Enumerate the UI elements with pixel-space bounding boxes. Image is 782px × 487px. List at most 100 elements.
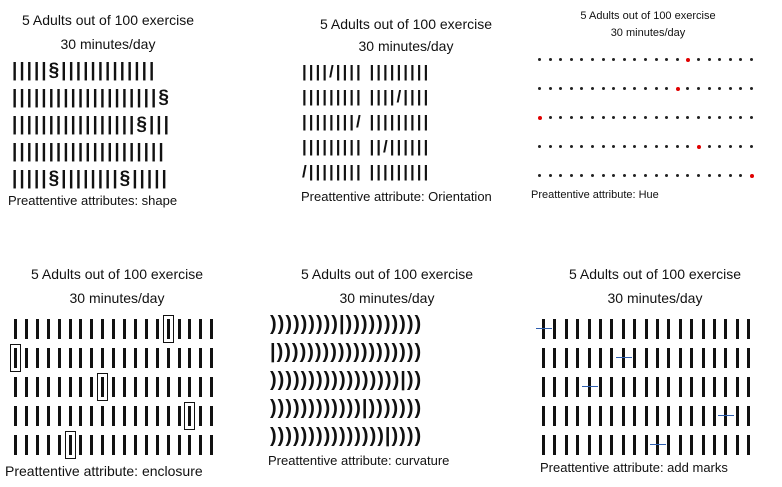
- grid-row: ||||||||| ||/||||||: [302, 137, 431, 156]
- bar: [68, 377, 72, 397]
- bar: [155, 406, 159, 426]
- bar: [701, 406, 705, 426]
- bar: [155, 435, 159, 455]
- bar: [587, 377, 591, 397]
- dot: [675, 145, 679, 148]
- dot: [665, 58, 669, 61]
- bar: [112, 377, 116, 397]
- dot: [675, 174, 679, 177]
- bar: [735, 348, 739, 368]
- dot: [718, 174, 722, 177]
- dot: [644, 87, 647, 90]
- bar: [542, 406, 545, 426]
- bar: [133, 348, 137, 368]
- bar: [656, 348, 659, 368]
- bar: [210, 348, 214, 368]
- grid-row: |||||||||||||||||||||: [12, 141, 166, 162]
- bar: [701, 319, 705, 339]
- dot: [644, 174, 647, 177]
- bar: [35, 406, 39, 426]
- bar: [724, 377, 728, 397]
- bar: [177, 377, 181, 397]
- dot: [591, 58, 594, 61]
- dot: [633, 58, 637, 61]
- bar: [112, 435, 116, 455]
- panel-title-line1: 5 Adults out of 100 exercise: [580, 10, 716, 22]
- enclosed-bar: [97, 373, 109, 401]
- bar: [553, 435, 557, 455]
- bar: [621, 319, 625, 339]
- dot: [580, 174, 584, 177]
- added-mark: [718, 415, 735, 416]
- bar: [667, 348, 671, 368]
- bar: [576, 319, 580, 339]
- bar: [101, 435, 105, 455]
- bar: [90, 406, 94, 426]
- bar: [14, 377, 17, 397]
- dot: [707, 58, 711, 61]
- dot: [739, 174, 743, 177]
- bar: [24, 377, 28, 397]
- dot: [686, 87, 690, 90]
- bar: [713, 406, 716, 426]
- grid-row: |))))))))))))))))))): [270, 341, 423, 363]
- dot: [739, 58, 743, 61]
- enclosed-bar: [64, 431, 76, 459]
- grid-row: ||||||||/ |||||||||: [302, 112, 431, 131]
- enclosure-grid: [8, 315, 238, 460]
- panel-marks: 5 Adults out of 100 exercise 30 minutes/…: [530, 255, 782, 487]
- dot: [559, 116, 563, 119]
- panel-curvature: 5 Adults out of 100 exercise 30 minutes/…: [262, 255, 532, 487]
- enclosed-bar: [184, 402, 196, 430]
- dot: [612, 145, 616, 148]
- bar: [14, 319, 17, 339]
- bar: [155, 319, 159, 339]
- bar: [57, 319, 61, 339]
- bar: [633, 319, 637, 339]
- highlight-dot: [750, 174, 754, 178]
- dot: [697, 174, 700, 177]
- dot: [580, 87, 584, 90]
- bar: [35, 377, 39, 397]
- bar: [747, 348, 751, 368]
- dot: [601, 145, 605, 148]
- bar: [46, 319, 50, 339]
- dot: [707, 87, 711, 90]
- bar: [587, 348, 591, 368]
- enclosed-bar: [162, 315, 174, 343]
- grid-row: ||||||||||||||||||||§: [12, 87, 171, 108]
- bar: [177, 348, 181, 368]
- bar: [747, 406, 751, 426]
- dot: [580, 116, 584, 119]
- bar: [68, 348, 72, 368]
- bar: [667, 435, 671, 455]
- dot: [654, 145, 658, 148]
- bar: [166, 435, 170, 455]
- bar: [57, 377, 61, 397]
- bar: [564, 406, 568, 426]
- bar: [553, 406, 557, 426]
- bar: [713, 348, 716, 368]
- panel-caption: Preattentive attribute: Orientation: [301, 189, 492, 204]
- highlight-dot: [675, 87, 680, 91]
- dot: [601, 174, 605, 177]
- bar: [576, 406, 580, 426]
- dot: [718, 87, 722, 90]
- dot: [591, 87, 594, 90]
- bar: [112, 319, 116, 339]
- bar: [690, 319, 694, 339]
- bar: [199, 319, 203, 339]
- dot: [665, 116, 669, 119]
- curvature-grid: )))))))))|)))))))))) |))))))))))))))))))…: [270, 313, 520, 453]
- bar: [576, 377, 580, 397]
- bar: [678, 319, 682, 339]
- bar: [144, 319, 148, 339]
- bar: [678, 348, 682, 368]
- dot: [728, 87, 732, 90]
- grid-row: /|||||||| |||||||||: [302, 162, 431, 181]
- bar: [553, 348, 557, 368]
- dot: [654, 174, 658, 177]
- dot: [654, 116, 658, 119]
- bar: [678, 377, 682, 397]
- bar: [144, 348, 148, 368]
